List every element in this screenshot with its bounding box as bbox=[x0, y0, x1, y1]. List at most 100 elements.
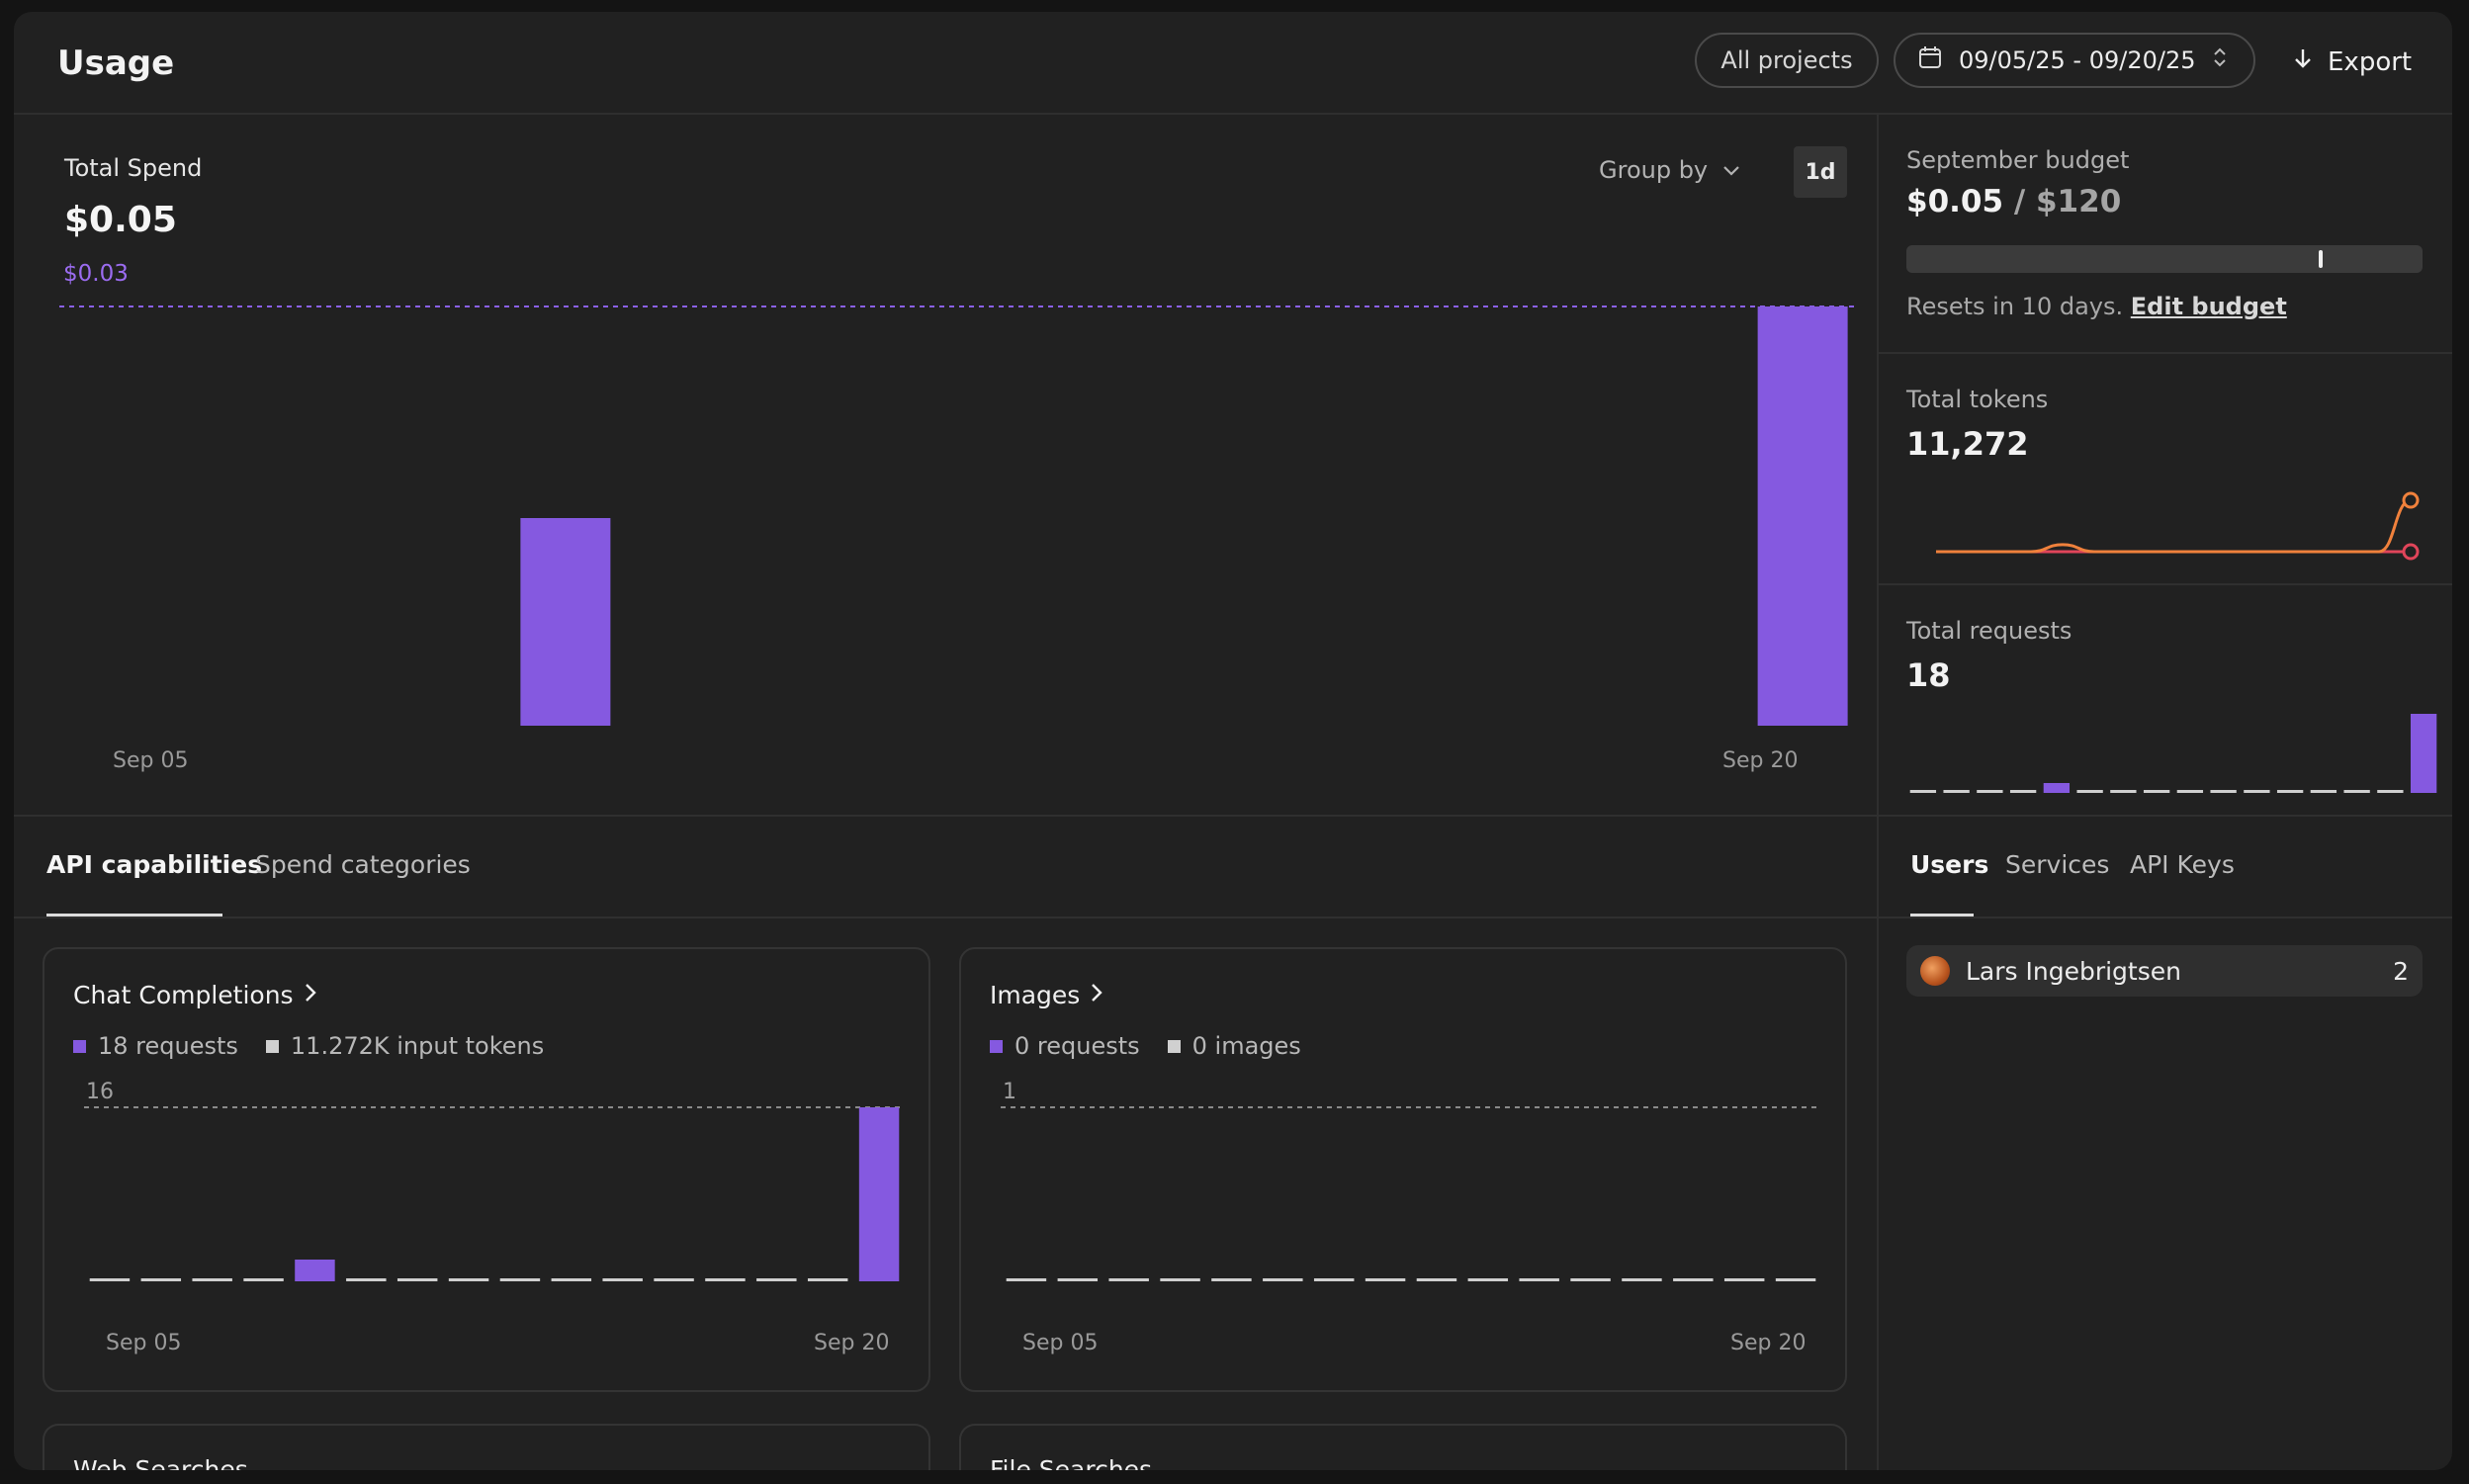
budget-spent: $0.05 bbox=[1906, 184, 2004, 219]
file-searches-title[interactable]: File Searches bbox=[990, 1455, 1153, 1470]
zero-bar-Sep 06 bbox=[1943, 790, 1970, 793]
zero-bar-Sep 17 bbox=[2310, 790, 2337, 793]
tab-users[interactable]: Users bbox=[1910, 850, 1989, 879]
tokens-end-point bbox=[2402, 491, 2420, 509]
zero-bar-Sep 08 bbox=[243, 1278, 284, 1281]
bar-Sep 20 bbox=[1757, 306, 1848, 726]
budget-value: $0.05 / $120 bbox=[1906, 184, 2121, 219]
vertical-divider bbox=[1877, 113, 1879, 1470]
zero-bar-Sep 16 bbox=[2276, 790, 2304, 793]
zero-bar-Sep 17 bbox=[1622, 1278, 1662, 1281]
download-icon bbox=[2292, 45, 2314, 78]
header-bar: Usage All projects 09/05/25 - 09/20/25 E… bbox=[14, 12, 2452, 115]
project-filter-label: All projects bbox=[1720, 46, 1853, 74]
side-active-tab-underline bbox=[1910, 914, 1974, 917]
chevron-right-icon bbox=[1090, 981, 1103, 1009]
user-request-count: 2 bbox=[2393, 956, 2409, 986]
budget-label: September budget bbox=[1906, 146, 2130, 174]
chat-x-tick-start: Sep 05 bbox=[106, 1331, 182, 1355]
budget-separator: / bbox=[2003, 184, 2036, 219]
section-divider bbox=[14, 815, 1877, 817]
tab-api-capabilities[interactable]: API capabilities bbox=[46, 850, 263, 879]
tabs-divider bbox=[14, 917, 1877, 918]
zero-bar-Sep 19 bbox=[1723, 1278, 1765, 1281]
images-title-text: Images bbox=[990, 981, 1081, 1009]
bar-Sep 20 bbox=[2410, 714, 2437, 793]
interval-toggle[interactable]: 1d bbox=[1794, 146, 1847, 198]
zero-bar-Sep 15 bbox=[602, 1278, 643, 1281]
legend-swatch-tokens bbox=[265, 1039, 279, 1053]
zero-bar-Sep 18 bbox=[1673, 1278, 1714, 1281]
usage-window: Usage All projects 09/05/25 - 09/20/25 E… bbox=[14, 12, 2452, 1470]
zero-bar-Sep 17 bbox=[705, 1278, 746, 1281]
file-searches-card[interactable]: File Searches bbox=[959, 1424, 1847, 1470]
legend-swatch-requests bbox=[990, 1039, 1003, 1053]
zero-bar-Sep 11 bbox=[1313, 1278, 1355, 1281]
legend-requests: 18 requests bbox=[73, 1032, 238, 1060]
zero-bar-Sep 06 bbox=[140, 1278, 182, 1281]
zero-bar-Sep 14 bbox=[1467, 1278, 1509, 1281]
zero-bar-Sep 13 bbox=[2176, 790, 2204, 793]
images-y-max-label: 1 bbox=[1003, 1080, 1016, 1104]
export-label: Export bbox=[2328, 46, 2413, 77]
zero-bar-Sep 09 bbox=[1211, 1278, 1252, 1281]
budget-reset-text: Resets in 10 days. bbox=[1906, 293, 2124, 320]
chevron-updown-icon bbox=[2212, 44, 2228, 76]
spend-max-label: $0.03 bbox=[63, 261, 129, 287]
images-bar-chart bbox=[1001, 1106, 1821, 1281]
spend-x-tick-start: Sep 05 bbox=[113, 748, 189, 773]
web-searches-card[interactable]: Web Searches bbox=[43, 1424, 930, 1470]
zero-bar-Sep 08 bbox=[1160, 1278, 1200, 1281]
legend-images-text: 0 images bbox=[1191, 1032, 1301, 1060]
side-divider bbox=[1879, 583, 2452, 585]
tab-api-keys[interactable]: API Keys bbox=[2130, 850, 2235, 879]
tab-services[interactable]: Services bbox=[2005, 850, 2110, 879]
calendar-icon bbox=[1917, 44, 1943, 76]
export-button[interactable]: Export bbox=[2292, 45, 2412, 78]
spend-bar-chart bbox=[59, 306, 1859, 726]
zero-bar-Sep 08 bbox=[2009, 790, 2037, 793]
tokens-baseline-end-point bbox=[2402, 543, 2420, 561]
requests-mini-bar-chart bbox=[1909, 714, 2437, 793]
chat-completions-title[interactable]: Chat Completions bbox=[73, 981, 317, 1009]
total-spend-label: Total Spend bbox=[64, 154, 203, 182]
total-requests-label: Total requests bbox=[1906, 617, 2072, 645]
group-by-dropdown[interactable]: Group by bbox=[1599, 156, 1741, 184]
zero-bar-Sep 18 bbox=[2343, 790, 2370, 793]
date-range-picker[interactable]: 09/05/25 - 09/20/25 bbox=[1894, 33, 2255, 88]
chevron-right-icon bbox=[304, 981, 317, 1009]
tokens-sparkline bbox=[1936, 491, 2420, 561]
page-title: Usage bbox=[57, 44, 175, 83]
zero-bar-Sep 12 bbox=[2143, 790, 2170, 793]
legend-swatch-requests bbox=[73, 1039, 86, 1053]
legend-requests-text: 18 requests bbox=[98, 1032, 238, 1060]
zero-bar-Sep 11 bbox=[397, 1278, 438, 1281]
tab-spend-categories[interactable]: Spend categories bbox=[255, 850, 471, 879]
zero-bar-Sep 18 bbox=[756, 1278, 797, 1281]
user-row[interactable]: Lars Ingebrigtsen 2 bbox=[1906, 945, 2423, 997]
project-filter-button[interactable]: All projects bbox=[1695, 33, 1879, 88]
images-title[interactable]: Images bbox=[990, 981, 1103, 1009]
edit-budget-link[interactable]: Edit budget bbox=[2130, 293, 2287, 320]
zero-bar-Sep 12 bbox=[1365, 1278, 1406, 1281]
tokens-line bbox=[1936, 498, 2412, 554]
legend-requests: 0 requests bbox=[990, 1032, 1140, 1060]
zero-bar-Sep 14 bbox=[551, 1278, 592, 1281]
budget-limit: $120 bbox=[2035, 184, 2122, 219]
chat-completions-card[interactable]: Chat Completions 18 requests 11.272K inp… bbox=[43, 947, 930, 1392]
group-by-label: Group by bbox=[1599, 156, 1709, 184]
zero-bar-Sep 10 bbox=[1263, 1278, 1303, 1281]
web-searches-title[interactable]: Web Searches bbox=[73, 1455, 248, 1470]
zero-bar-Sep 05 bbox=[89, 1278, 131, 1281]
date-range-value: 09/05/25 - 09/20/25 bbox=[1959, 46, 2196, 74]
chat-x-tick-end: Sep 20 bbox=[814, 1331, 890, 1355]
chat-legend: 18 requests 11.272K input tokens bbox=[73, 1032, 544, 1060]
budget-progress-bar bbox=[1906, 245, 2423, 273]
zero-bar-Sep 06 bbox=[1057, 1278, 1099, 1281]
zero-bar-Sep 11 bbox=[2110, 790, 2137, 793]
side-tabs-divider bbox=[1879, 917, 2452, 918]
legend-requests-text: 0 requests bbox=[1014, 1032, 1140, 1060]
images-card[interactable]: Images 0 requests 0 images 1 Sep 05 Sep … bbox=[959, 947, 1847, 1392]
zero-bar-Sep 05 bbox=[1006, 1278, 1047, 1281]
user-name: Lars Ingebrigtsen bbox=[1966, 956, 2181, 986]
